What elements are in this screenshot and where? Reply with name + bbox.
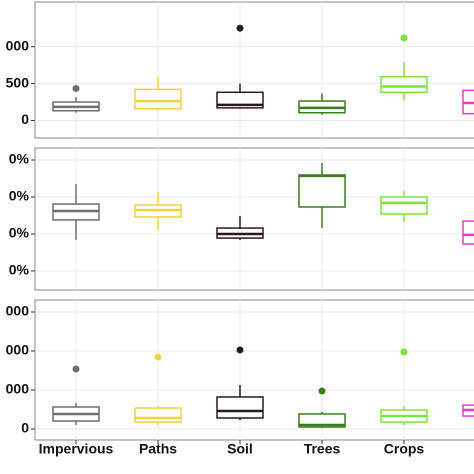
y-tick-label: 0% (9, 151, 30, 167)
y-tick-label: 0% (9, 188, 30, 204)
box (380, 196, 428, 215)
box (134, 88, 182, 110)
panel (34, 147, 474, 291)
outlier (400, 348, 408, 356)
outlier (236, 346, 244, 354)
box (462, 220, 474, 245)
y-tick-label: 000 (6, 381, 30, 397)
y-tick-label: 000 (6, 37, 30, 53)
outlier (236, 24, 244, 32)
outlier (400, 34, 408, 42)
box (298, 174, 346, 208)
y-tick-label: 000 (6, 303, 30, 319)
outlier (154, 353, 162, 361)
y-tick-label: 0 (21, 111, 29, 127)
outlier (72, 365, 80, 373)
x-tick-label: Trees (304, 441, 341, 457)
x-tick-label: Crops (384, 441, 425, 457)
outlier (72, 84, 80, 92)
outlier (318, 387, 326, 395)
box (380, 76, 428, 94)
box (216, 396, 264, 419)
x-tick-label: Soil (227, 441, 253, 457)
y-tick-label: 0% (9, 262, 30, 278)
y-tick-label: 0 (21, 420, 29, 436)
box (134, 407, 182, 423)
y-tick-label: 500 (6, 74, 30, 90)
y-tick-label: 000 (6, 342, 30, 358)
x-tick-label: Paths (139, 441, 177, 457)
panel (34, 1, 474, 139)
x-tick-label: Impervious (39, 441, 114, 457)
y-tick-label: 0% (9, 225, 30, 241)
